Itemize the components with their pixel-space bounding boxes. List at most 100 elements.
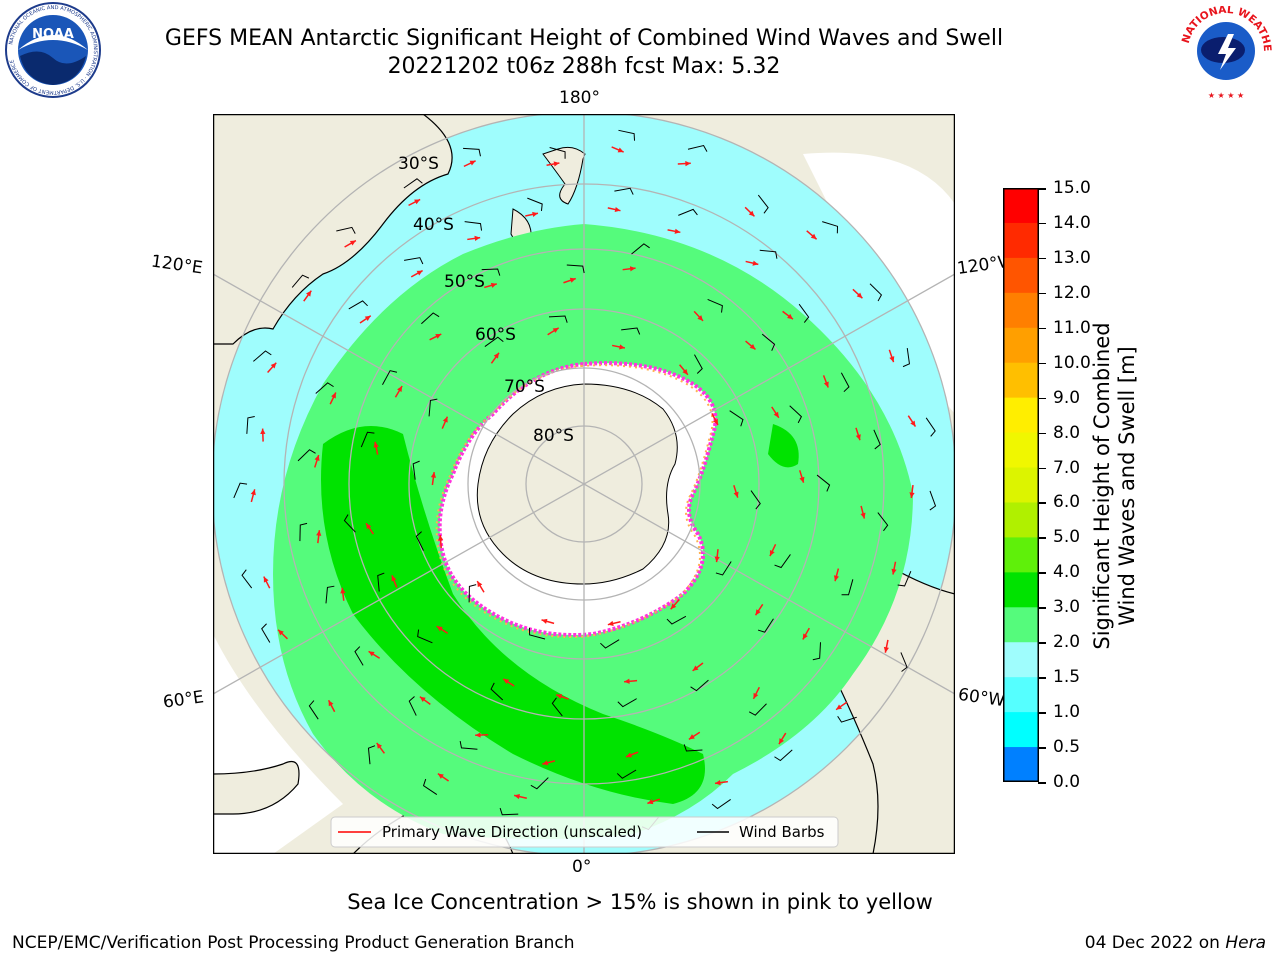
colorbar-tick-mark <box>1038 292 1046 295</box>
wave-arrow-head <box>891 568 897 575</box>
wave-arrow-head <box>493 352 499 359</box>
wind-barb <box>261 623 271 643</box>
colorbar-tick-mark <box>1038 327 1046 330</box>
wind-barb <box>690 679 709 692</box>
wave-arrow-head <box>647 799 654 805</box>
colorbar-tick-mark <box>1038 397 1046 400</box>
map-legend: Primary Wave Direction (unscaled) Wind B… <box>330 816 839 848</box>
wave-arrow-head <box>773 411 779 418</box>
wind-barb <box>291 274 310 288</box>
colorbar-segment <box>1004 432 1038 469</box>
wave-arrow-head <box>910 420 916 427</box>
colorbar-segment <box>1004 607 1038 643</box>
australia-land <box>213 114 453 345</box>
wind-barb <box>297 449 316 462</box>
wind-barb <box>566 264 585 274</box>
colorbar-segment <box>1004 537 1038 573</box>
lat-label-30s: 30°S <box>398 154 439 174</box>
colorbar-tick-label: 4.0 <box>1053 562 1081 583</box>
wave-arrow-head <box>802 633 808 640</box>
wave-arrow-head <box>376 742 383 749</box>
wave-band-high <box>321 426 705 804</box>
lon-label-60w: 60°W <box>956 684 1007 712</box>
colorbar-tick-mark <box>1038 537 1046 539</box>
wave-arrow-head <box>713 418 718 425</box>
footer-date: 04 Dec 2022 on Hera <box>1084 933 1266 953</box>
wind-barb <box>343 514 356 533</box>
wind-barb <box>729 410 744 427</box>
wave-arrow-head <box>532 211 538 217</box>
wave-arrow-head <box>349 240 356 246</box>
wave-arrow-head <box>909 492 915 498</box>
wind-barb <box>631 243 650 255</box>
wave-arrow-head <box>314 455 320 461</box>
wind-barb <box>325 585 335 604</box>
wave-arrow-head <box>778 738 785 745</box>
wind-barb <box>614 187 634 195</box>
wave-arrow-head <box>542 760 549 766</box>
colorbar-tick-mark <box>1038 222 1046 225</box>
wind-barb <box>902 347 910 368</box>
lat-label-70s: 70°S <box>504 377 545 397</box>
wind-barb <box>527 197 543 212</box>
wind-barb <box>925 417 936 437</box>
colorbar-tick-mark <box>1038 642 1046 644</box>
wind-barb <box>683 744 703 752</box>
wind-barb <box>757 194 769 214</box>
wave-arrow-head <box>619 344 625 350</box>
wave-arrow-head <box>438 535 444 541</box>
wave-arrow-head <box>714 556 720 563</box>
colorbar-tick-label: 11.0 <box>1053 317 1091 338</box>
wind-barb <box>354 646 364 666</box>
colorbar-segment <box>1004 327 1038 364</box>
wave-arrow-head <box>697 315 703 321</box>
legend-wave-direction: Primary Wave Direction (unscaled) <box>382 823 642 841</box>
wind-barb <box>617 698 637 708</box>
wind-barb <box>869 283 883 302</box>
wind-barb <box>299 522 308 542</box>
colorbar-segment <box>1004 712 1038 748</box>
wave-arrow-head <box>787 313 793 320</box>
wave-arrow-head <box>419 696 426 703</box>
colorbar-tick-label: 5.0 <box>1053 527 1081 548</box>
wind-barb <box>666 615 687 625</box>
colorbar-tick-mark <box>1038 188 1046 190</box>
wave-arrow-head <box>685 161 691 167</box>
wind-barb <box>840 372 850 393</box>
wind-barb <box>694 354 703 374</box>
wind-barb <box>678 208 698 216</box>
colorbar-segment <box>1004 642 1038 678</box>
colorbar-segment <box>1004 362 1038 399</box>
lat-label-40s: 40°S <box>413 215 454 235</box>
wind-barb <box>816 474 831 492</box>
wave-arrow-head <box>688 734 695 740</box>
wind-barb <box>761 333 776 351</box>
colorbar-tick-label: 9.0 <box>1053 387 1081 408</box>
wave-arrow-head <box>755 609 761 616</box>
wind-barb <box>549 147 566 159</box>
wave-arrow-head <box>306 290 312 297</box>
wind-barb <box>929 490 937 511</box>
wave-arrow-head <box>541 618 548 624</box>
wind-barb <box>404 257 424 265</box>
wind-barb <box>759 249 778 259</box>
wind-barb <box>464 221 483 231</box>
wind-barb <box>336 226 356 234</box>
wind-barb <box>774 749 793 762</box>
wave-arrow-head <box>614 206 621 213</box>
wind-barb <box>687 144 708 152</box>
wind-barb <box>530 777 549 790</box>
wave-arrow-head <box>552 327 559 333</box>
colorbar-tick-mark <box>1038 782 1046 784</box>
wind-barb <box>484 336 504 347</box>
wave-arrow-head <box>889 356 895 363</box>
wave-arrow-head <box>692 665 699 671</box>
colorbar-tick-mark <box>1038 467 1046 470</box>
wave-arrow-head <box>475 732 481 738</box>
colorbar-segment <box>1004 188 1038 224</box>
wave-arrow-head <box>836 704 842 710</box>
noaa-logo-text: NOAA <box>32 27 74 42</box>
wind-barb <box>528 627 546 640</box>
wind-barb <box>600 639 620 649</box>
colorbar-tick-label: 13.0 <box>1053 247 1091 268</box>
